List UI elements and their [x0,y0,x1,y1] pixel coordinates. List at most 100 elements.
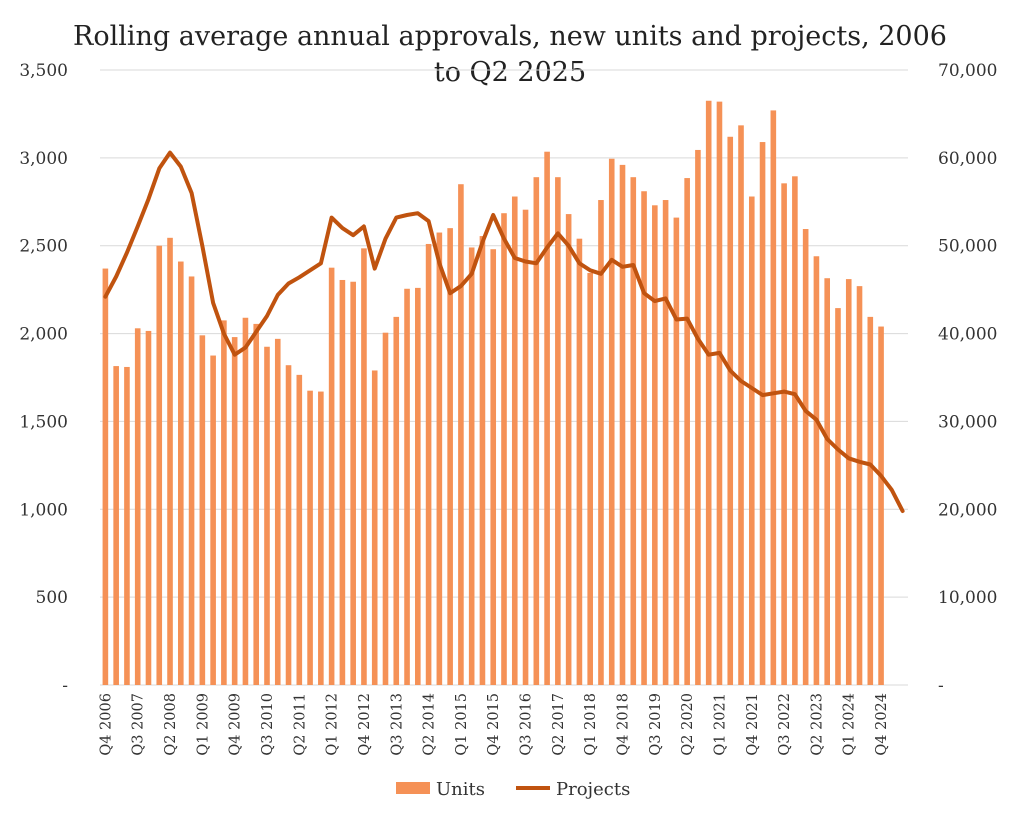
y-right-tick-label: 10,000 [938,588,997,608]
x-axis-ticks: Q4 2006 Q3 2007 Q2 2008 Q1 2009 Q4 2009 Q3 20… [98,693,890,756]
units-bar [318,391,324,685]
x-tick-label: Q4 2024 [874,693,890,756]
y-right-tick-label: 70,000 [938,61,997,81]
units-bar [167,237,173,686]
units-bar [878,326,884,685]
units-bar [415,287,421,685]
y-left-tick-label: 2,000 [19,325,68,345]
x-tick-label: Q4 2009 [228,693,244,756]
x-tick-label: Q3 2013 [389,693,405,756]
units-bar [253,323,260,685]
x-tick-label: Q3 2007 [131,693,147,756]
units-bar [350,281,356,685]
units-bar [748,196,755,685]
units-bar [759,142,766,686]
projects-line [103,150,905,513]
units-bar [264,346,270,685]
y-left-tick-label: 500 [36,588,68,608]
units-bar [177,261,184,685]
x-tick-label: Q3 2010 [260,693,276,756]
y-right-tick-label: 60,000 [938,149,997,169]
x-tick-label: Q1 2009 [195,693,211,756]
units-bar [716,101,723,686]
x-tick-label: Q1 2015 [454,693,470,756]
units-bar [393,316,400,685]
units-bar [242,317,249,685]
units-bar [544,151,550,685]
units-bar [662,200,669,685]
x-tick-label: Q3 2019 [648,693,664,756]
units-bar [307,390,313,685]
units-bar [555,177,561,685]
units-bar [425,243,432,685]
units-bar [845,279,852,685]
y-left-tick-label: 1,000 [19,500,68,520]
units-bar [274,338,281,685]
projects-line-group [103,150,905,513]
units-bar [813,256,820,685]
x-tick-label: Q2 2008 [163,693,179,756]
x-tick-label: Q2 2020 [680,693,696,756]
units-bar [156,245,163,685]
units-bar [576,238,583,685]
x-tick-label: Q1 2012 [325,693,341,756]
units-bar [835,308,841,685]
units-bar [231,337,238,685]
x-tick-label: Q2 2017 [551,693,567,756]
units-bar [371,370,378,685]
units-bar [705,100,712,685]
units-bar [630,177,637,685]
units-bar [565,214,572,686]
units-bar [145,330,152,685]
chart-title-line2: to Q2 2025 [434,57,586,88]
units-bar [113,366,119,685]
units-bar [684,178,690,686]
units-bar [188,276,195,685]
right-axis-ticks: - 10,000 20,000 30,000 40,000 50,000 60,000 70,… [938,61,997,696]
x-tick-label: Q1 2021 [712,693,728,756]
units-bar [608,158,615,685]
y-left-tick-label: 2,500 [19,237,68,257]
units-bar [522,209,529,685]
units-bar [404,288,410,685]
units-bar [652,205,658,686]
units-bar [382,332,389,685]
units-bar [361,248,367,685]
units-bar [641,191,647,685]
units-bar [792,176,798,686]
units-bar [447,228,453,685]
units-bar [199,335,206,685]
x-tick-label: Q4 2006 [98,693,114,756]
units-bar [824,278,831,685]
x-tick-label: Q2 2014 [422,693,438,756]
legend-units-label: Units [436,779,485,800]
units-bar [124,366,130,685]
units-bars [102,100,884,686]
units-bar [479,236,486,686]
units-bar [134,328,141,685]
units-bar [856,286,863,685]
units-bar [587,272,593,685]
units-bar [673,217,680,685]
units-bar [598,200,604,685]
y-right-tick-label: 30,000 [938,412,997,432]
units-bar [533,177,540,685]
y-left-tick-label: 1,500 [19,412,68,432]
units-bar [781,183,787,686]
legend-units-swatch [396,782,430,794]
chart-title-line1: Rolling average annual approvals, new un… [73,21,947,52]
units-bar [210,355,216,685]
units-bar [102,268,109,685]
x-tick-label: Q1 2018 [583,693,599,756]
units-bar [867,316,874,685]
units-bar [501,213,507,685]
x-tick-label: Q2 2023 [809,693,825,756]
units-bar [802,229,809,685]
x-tick-label: Q4 2015 [486,693,502,756]
x-tick-label: Q4 2018 [616,693,632,756]
units-bar [468,247,475,685]
units-bar [490,249,497,685]
units-bar [339,279,346,685]
units-bar [738,125,744,686]
